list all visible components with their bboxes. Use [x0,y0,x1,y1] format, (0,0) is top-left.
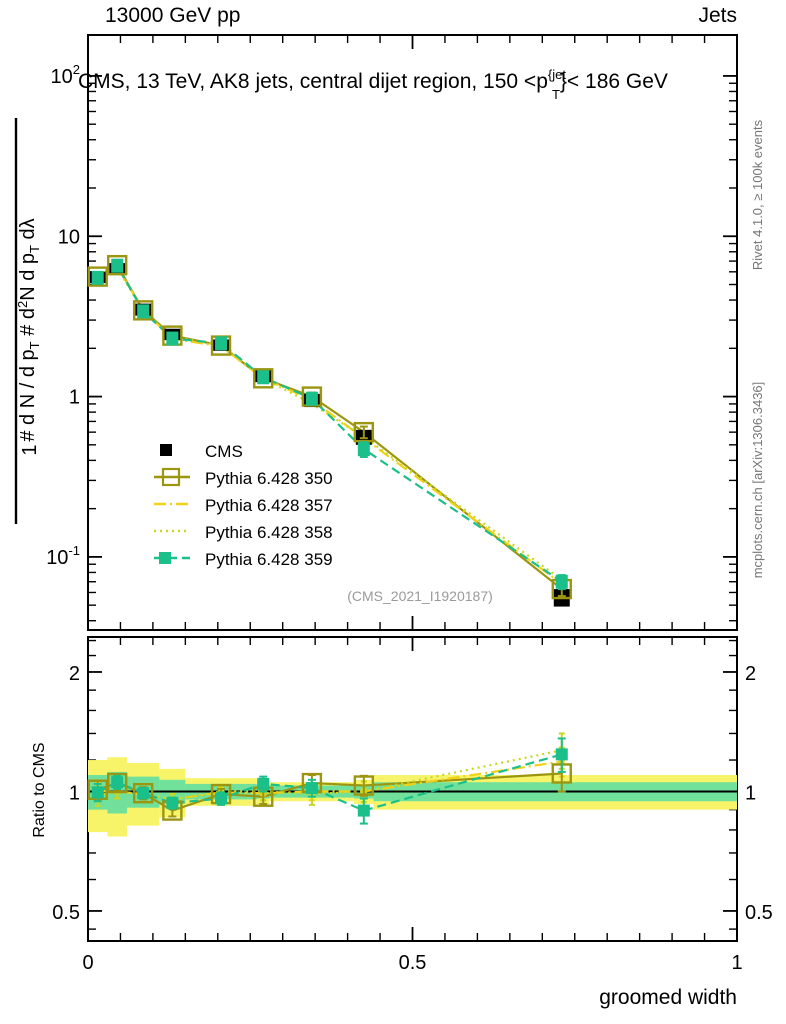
marker-open-square-350 [132,300,154,321]
main-y-tick-label: 10-1 [46,543,80,569]
marker-filled-square-359 [215,336,228,351]
mcplots-credit-label: mcplots.cern.ch [arXiv:1306.3436] [750,382,765,579]
legend-label: Pythia 6.428 358 [205,523,333,542]
marker-filled-square-359 [166,331,179,346]
main-y-tick-label: 10 [58,226,80,248]
ratio-x-ticks: 0 0.5 1 [82,637,743,974]
ratio-y-tick-label-right: 0.5 [745,902,773,924]
ratio-marker-filled-square-359 [111,776,124,789]
ratio-y-tick-label-right: 2 [745,663,756,685]
ratio-y-ticks: 2 2 1 1 0.5 0.5 [52,639,773,930]
marker-open-square-350 [253,368,274,389]
legend: CMS Pythia 6.428 350 Pythia 6.428 357 Pythi… [154,442,333,569]
analysis-id-watermark: (CMS_2021_I1920187) [347,588,493,604]
ratio-y-tick-label-left: 0.5 [52,902,80,924]
main-x-ticks [87,35,738,630]
x-tick-label: 1 [731,952,742,974]
ratio-marker-filled-square-359 [137,787,150,800]
y-axis-label-text: # d N / d pT # d2N d pT dλ [15,218,42,441]
marker-filled-square-359 [111,258,124,273]
x-axis-label: groomed width [599,986,737,1009]
ratio-y-tick-label-right: 1 [745,782,756,804]
legend-open-square-icon [161,467,181,487]
rivet-version-label: Rivet 4.1.0, ≥ 100k events [750,119,765,270]
ratio-marker-filled-square-359 [357,804,370,817]
legend-marker-icon [160,444,172,456]
main-y-ticks: 102 10 1 10-1 [46,62,737,622]
legend-filled-square-icon [159,552,171,564]
ratio-marker-open-square-350 [107,772,128,794]
ratio-y-tick-label-left: 2 [69,663,80,685]
ratio-marker-filled-square-359 [215,792,228,805]
ratio-marker-filled-square-359 [555,748,568,761]
marker-filled-square-359 [91,270,104,285]
legend-item-0[interactable]: CMS [160,442,243,461]
main-panel-frame [87,34,738,631]
ratio-marker-open-square-350 [353,775,375,796]
beam-label: 13000 GeV pp [105,4,240,27]
marker-open-square-350 [87,266,108,287]
ratio-marker-filled-square-359 [257,777,270,790]
marker-open-square-350 [107,254,128,276]
ratio-marker-filled-square-359 [91,786,104,799]
legend-item-4[interactable]: Pythia 6.428 359 [154,550,333,569]
ratio-series-group [87,732,572,825]
legend-label: Pythia 6.428 359 [205,550,333,569]
x-tick-label: 0 [82,952,93,974]
legend-item-1[interactable]: Pythia 6.428 350 [154,467,333,488]
y-axis-label: # d N / d pT # d2N d pT dλ [15,218,42,441]
legend-label: Pythia 6.428 350 [205,469,333,488]
fraction-numerator: 1 [19,444,41,455]
legend-item-2[interactable]: Pythia 6.428 357 [154,496,333,515]
title-text: CMS, 13 TeV, AK8 jets, central dijet reg… [78,67,668,102]
marker-filled-square-359 [357,442,370,457]
main-y-tick-label: 102 [51,62,80,88]
category-label: Jets [698,4,737,27]
main-y-tick-label: 1 [69,387,80,409]
x-tick-label: 0.5 [399,952,427,974]
marker-filled-square-359 [305,391,318,406]
ratio-marker-open-square-350 [132,782,154,804]
series-350-markers [87,254,572,600]
marker-filled-square-359 [555,574,568,589]
page-title: CMS, 13 TeV, AK8 jets, central dijet reg… [78,67,668,102]
legend-item-3[interactable]: Pythia 6.428 358 [154,523,333,542]
header: 13000 GeV pp Jets [105,4,737,27]
marker-filled-square-359 [257,370,270,385]
legend-label: Pythia 6.428 357 [205,496,333,515]
legend-label: CMS [205,442,243,461]
ratio-y-axis-label: Ratio to CMS [31,742,48,837]
marker-filled-square-359 [137,304,150,319]
ratio-y-tick-label-left: 1 [69,782,80,804]
ratio-marker-filled-square-359 [166,797,179,810]
ratio-marker-filled-square-359 [305,782,318,795]
series-359-markers [91,258,568,591]
